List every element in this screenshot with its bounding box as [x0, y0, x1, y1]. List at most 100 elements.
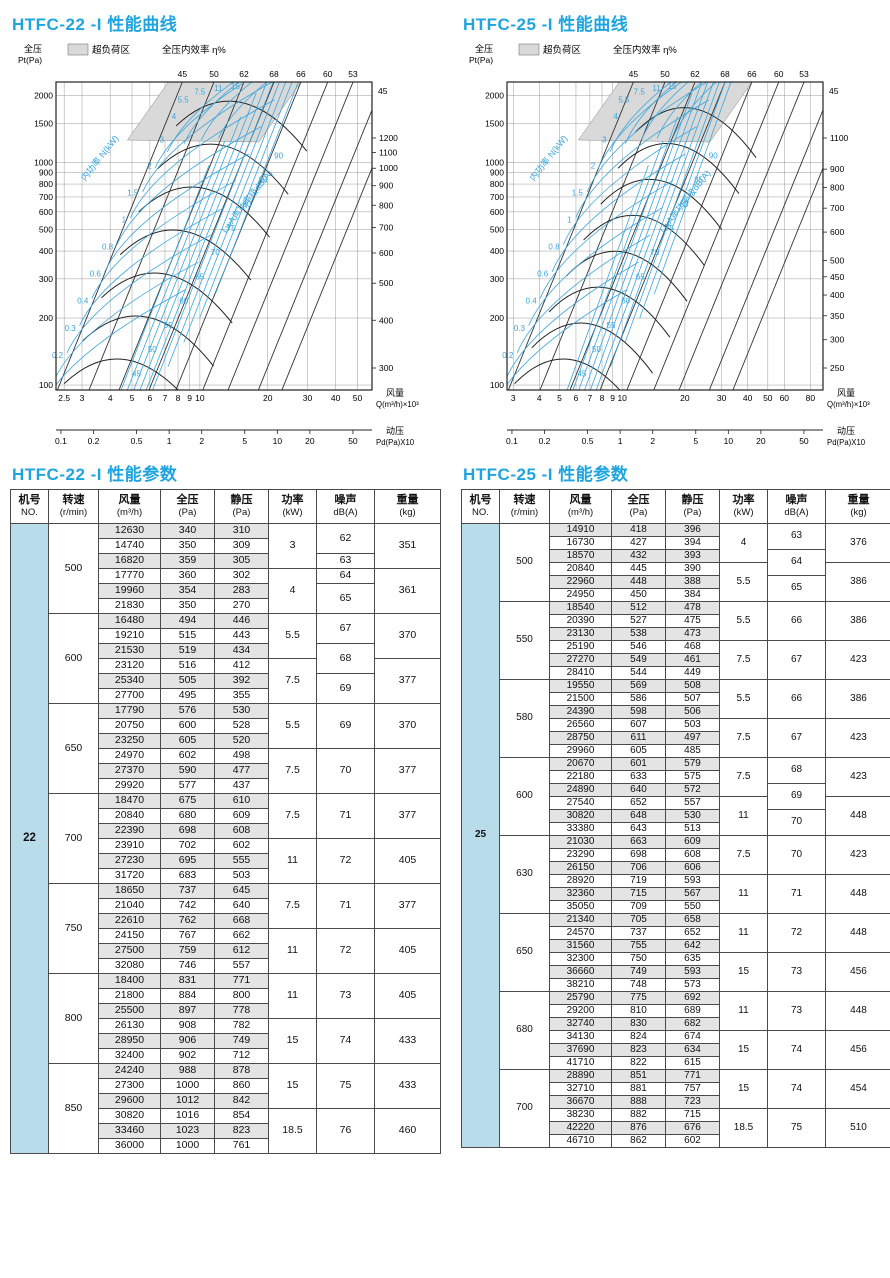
flow-cell: 22180: [549, 770, 612, 784]
flow-cell: 25190: [549, 640, 612, 654]
svg-text:200: 200: [490, 313, 504, 323]
static-pressure-cell: 609: [665, 835, 720, 849]
static-pressure-cell: 668: [214, 913, 269, 929]
total-pressure-cell: 607: [611, 718, 666, 732]
svg-text:Q(m³/h)×10³: Q(m³/h)×10³: [376, 400, 419, 409]
noise-cell: 66: [767, 679, 826, 719]
table-row: 29200 810 689: [462, 1004, 890, 1018]
total-pressure-cell: 767: [160, 928, 215, 944]
flow-cell: 25790: [549, 991, 612, 1005]
svg-text:100: 100: [39, 380, 53, 390]
svg-text:7.5: 7.5: [634, 87, 646, 96]
power-cell: 11: [268, 928, 317, 974]
flow-cell: 20670: [549, 757, 612, 771]
power-cell: 7.5: [719, 640, 768, 680]
table-title-htfc25: HTFC-25 -I 性能参数: [463, 465, 629, 484]
total-pressure-cell: 549: [611, 653, 666, 667]
total-pressure-cell: 719: [611, 874, 666, 888]
flow-cell: 21530: [98, 643, 161, 659]
total-pressure-cell: 643: [611, 822, 666, 836]
svg-text:62: 62: [239, 69, 249, 79]
table-row: 17770 360 302 4 64 361: [11, 568, 441, 614]
weight-cell: 377: [374, 748, 441, 794]
svg-text:200: 200: [39, 313, 53, 323]
power-cell: 7.5: [268, 883, 317, 929]
flow-cell: 23910: [98, 838, 161, 854]
flow-cell: 23120: [98, 658, 161, 674]
total-pressure-cell: 810: [611, 1004, 666, 1018]
static-pressure-cell: 609: [214, 808, 269, 824]
svg-text:9: 9: [610, 393, 615, 403]
svg-text:400: 400: [379, 315, 393, 325]
static-pressure-cell: 645: [214, 883, 269, 899]
weight-cell: 405: [374, 838, 441, 884]
total-pressure-cell: 851: [611, 1069, 666, 1083]
svg-text:50: 50: [592, 345, 601, 354]
table-row: 24390 598 506: [462, 705, 890, 719]
static-pressure-cell: 579: [665, 757, 720, 771]
flow-cell: 34130: [549, 1030, 612, 1044]
grid: [56, 82, 372, 390]
weight-cell: 386: [825, 679, 890, 719]
power-cell: 7.5: [719, 718, 768, 758]
table-row: 27300 1000 860: [11, 1078, 441, 1094]
svg-text:500: 500: [830, 255, 844, 265]
static-pressure-cell: 507: [665, 692, 720, 706]
svg-text:8: 8: [176, 393, 181, 403]
static-pressure-cell: 477: [214, 763, 269, 779]
power-curve-labels: 0.2 0.3 0.4 0.6 0.8 1 1.5 2 3 45.5 7.5 11 15: [52, 82, 240, 360]
col-header: 机号 NO.: [461, 489, 500, 524]
power-cell: 15: [719, 1030, 768, 1070]
static-pressure-cell: 606: [665, 861, 720, 875]
table-row: 27700 495 355: [11, 688, 441, 704]
svg-text:300: 300: [39, 274, 53, 284]
flow-cell: 32740: [549, 1017, 612, 1031]
flow-cell: 33380: [549, 822, 612, 836]
svg-text:1.5: 1.5: [572, 188, 584, 197]
static-pressure-cell: 635: [665, 952, 720, 966]
svg-text:11: 11: [652, 84, 661, 93]
table-row: 22 500 12630 340 310 3 62 351: [10, 523, 441, 1154]
svg-text:50: 50: [348, 436, 358, 446]
svg-text:60: 60: [179, 297, 188, 306]
weight-cell: 377: [374, 658, 441, 704]
svg-text:5: 5: [693, 436, 698, 446]
pd-axis-label: 动压: [837, 426, 855, 436]
static-pressure-cell: 715: [665, 1108, 720, 1122]
table-row: 25190 546 468 7.5 67 423: [462, 640, 890, 680]
flow-cell: 14740: [98, 538, 161, 554]
svg-text:2000: 2000: [34, 91, 53, 101]
table-row: 20750 600 528: [11, 718, 441, 734]
static-pressure-cell: 468: [665, 640, 720, 654]
table-row: 32300 750 635 15 73 456: [462, 952, 890, 992]
svg-text:60: 60: [774, 69, 784, 79]
static-pressure-cell: 473: [665, 627, 720, 641]
table-row: 29920 577 437: [11, 778, 441, 794]
flow-cell: 28750: [549, 731, 612, 745]
total-pressure-cell: 1012: [160, 1093, 215, 1109]
svg-text:800: 800: [830, 182, 844, 192]
power-cell: 7.5: [719, 757, 768, 797]
svg-text:800: 800: [379, 200, 393, 210]
noise-cell: 67: [767, 640, 826, 680]
performance-params-table: 机号 NO. 转速 (r/min) 风量 (m³/h) 全压 (Pa) 静压 (Pa) 功率 (kW)…: [461, 489, 890, 1148]
total-pressure-cell: 598: [611, 705, 666, 719]
svg-text:900: 900: [39, 168, 53, 178]
col-header: 噪声 dB(A): [316, 489, 375, 524]
noise-cell: 66: [767, 601, 826, 641]
total-pressure-cell: 1023: [160, 1123, 215, 1139]
total-pressure-cell: 988: [160, 1063, 215, 1079]
static-pressure-cell: 530: [214, 703, 269, 719]
static-pressure-cell: 443: [214, 628, 269, 644]
total-pressure-cell: 640: [611, 783, 666, 797]
svg-text:70: 70: [211, 248, 220, 257]
power-cell: 7.5: [268, 793, 317, 839]
static-pressure-cell: 712: [214, 1048, 269, 1064]
svg-text:15: 15: [231, 82, 240, 91]
weight-cell: 456: [825, 1030, 890, 1070]
weight-cell: 405: [374, 928, 441, 974]
noise-cell: 69: [316, 703, 375, 749]
weight-cell: 423: [825, 757, 890, 797]
flow-cell: 46710: [549, 1134, 612, 1148]
flow-cell: 38210: [549, 978, 612, 992]
